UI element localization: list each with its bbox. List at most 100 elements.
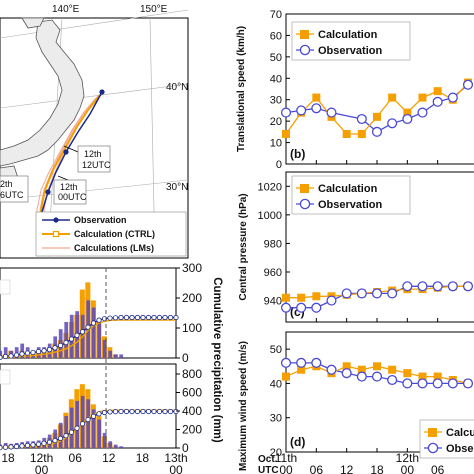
lat-label-40: 40°N — [166, 82, 188, 93]
annotation-6utc-line2: 6UTC — [0, 190, 24, 200]
precip-bottom-tick-label: 0 — [182, 441, 189, 455]
precip-inset-label-box — [0, 279, 11, 295]
observation-cumulative-marker — [46, 346, 53, 353]
observation-cumulative-marker — [167, 408, 174, 415]
observation-cumulative-marker — [68, 336, 75, 342]
observation-cumulative-marker — [134, 408, 141, 415]
ytick-label: 30 — [270, 413, 282, 425]
precip-xtick-sublabel: 00 — [169, 463, 183, 474]
legend-lms-label: Calculations (LMs) — [74, 243, 154, 253]
panel-label: (b) — [290, 147, 305, 161]
annotation-00utc-line2: 00UTC — [58, 192, 87, 202]
annotation-12utc-line1: 12th — [84, 149, 102, 159]
precip-top-tick-label: 200 — [182, 291, 202, 305]
calculation-marker — [388, 93, 397, 102]
observation-marker — [280, 357, 292, 368]
observation-bar — [69, 407, 74, 448]
calculation-marker — [418, 372, 427, 381]
observation-marker — [447, 92, 458, 103]
ytick-label: 20 — [270, 116, 282, 128]
calculation-marker — [297, 365, 306, 374]
ctrl-track — [39, 94, 101, 233]
observation-bar — [102, 432, 107, 448]
panel-legend-box — [291, 175, 411, 215]
observation-cumulative-marker — [30, 442, 36, 448]
lms-track — [36, 97, 97, 233]
observation-cumulative-marker — [57, 435, 64, 442]
legend-observation-label: Observation — [318, 199, 382, 211]
observation-marker — [296, 302, 307, 313]
panel-label: (d) — [290, 435, 305, 449]
observation-cumulative-marker — [8, 444, 14, 450]
precip-bottom-cumulative — [0, 408, 179, 451]
observation-marker — [280, 107, 292, 118]
observation-marker — [371, 371, 383, 382]
observation-cumulative-marker — [13, 352, 20, 358]
observation-cumulative-marker — [145, 408, 152, 415]
land-honshu — [0, 19, 85, 167]
calculation-cumulative-line — [0, 319, 176, 359]
calculation-marker — [297, 293, 306, 302]
x-tick-label-hour: 00 — [279, 463, 293, 474]
observation-marker — [417, 378, 428, 389]
observation-cumulative-marker — [151, 408, 157, 415]
precip-bottom-tick-label: 200 — [182, 423, 202, 437]
annotation-box — [77, 145, 111, 173]
x-tick-label-day: 11th — [275, 451, 297, 465]
observation-marker — [341, 368, 352, 379]
calculation-marker — [373, 112, 381, 121]
ytick-label: 20 — [270, 447, 282, 459]
observation-cumulative-marker — [107, 315, 113, 321]
observation-marker — [326, 364, 337, 375]
observation-bar — [69, 314, 74, 358]
x-axis-month-label: Oct. — [258, 454, 278, 465]
x-tick-label-hour: 12 — [340, 463, 354, 474]
observation-marker — [462, 281, 474, 292]
annotation-6utc-line1: 2th — [0, 179, 13, 189]
annotation-leader — [63, 145, 79, 153]
precip-xtick-label: 06 — [69, 451, 83, 465]
observation-marker — [371, 288, 383, 299]
legend-observation-label: Observation — [446, 443, 474, 455]
panel-ylabel: Central pressure (hPa) — [238, 193, 249, 300]
lon-label-140: 140°E — [52, 4, 80, 15]
observation-bar — [102, 340, 107, 358]
observation-cumulative-marker — [35, 441, 42, 447]
precip-bottom-tick-label: 400 — [182, 404, 202, 418]
observation-marker — [326, 107, 337, 118]
observation-cumulative-marker — [41, 348, 47, 354]
x-tick-label-hour: 06 — [431, 463, 445, 474]
legend-observation-marker — [299, 44, 311, 56]
observation-cumulative-marker — [0, 354, 3, 361]
observation-cumulative-marker — [123, 408, 130, 415]
observation-cumulative-marker — [52, 437, 58, 444]
panel-d: 20 30 40 50 Maximum wind speed (m/s) (d) Calcu… — [238, 331, 474, 471]
legend-ctrl-label: Calculation (CTRL) — [74, 229, 155, 239]
observation-marker — [447, 281, 458, 292]
calculation-marker — [282, 372, 290, 381]
observation-marker — [387, 374, 398, 386]
calculation-marker — [282, 130, 290, 138]
calculation-marker — [433, 372, 442, 381]
ytick-label: 0 — [276, 159, 282, 171]
panel-legend-box — [291, 21, 411, 61]
legend-observation-marker — [299, 198, 311, 210]
observation-bar — [119, 446, 124, 448]
observation-bar — [20, 343, 25, 358]
calculation-marker — [433, 87, 442, 96]
legend-calculation-marker — [300, 184, 309, 193]
calculation-marker — [312, 93, 321, 102]
observation-marker — [387, 288, 398, 299]
observation-marker — [462, 378, 474, 389]
calculation-marker — [357, 130, 366, 138]
legend-calculation-label: Calculation — [318, 183, 378, 195]
precip-xtick-label: 13th — [164, 451, 187, 465]
precip-xtick-sublabel: 00 — [35, 463, 49, 474]
observation-track — [39, 91, 103, 233]
observation-cumulative-marker — [74, 425, 80, 431]
legend-calculation-label: Calculation — [446, 427, 474, 439]
